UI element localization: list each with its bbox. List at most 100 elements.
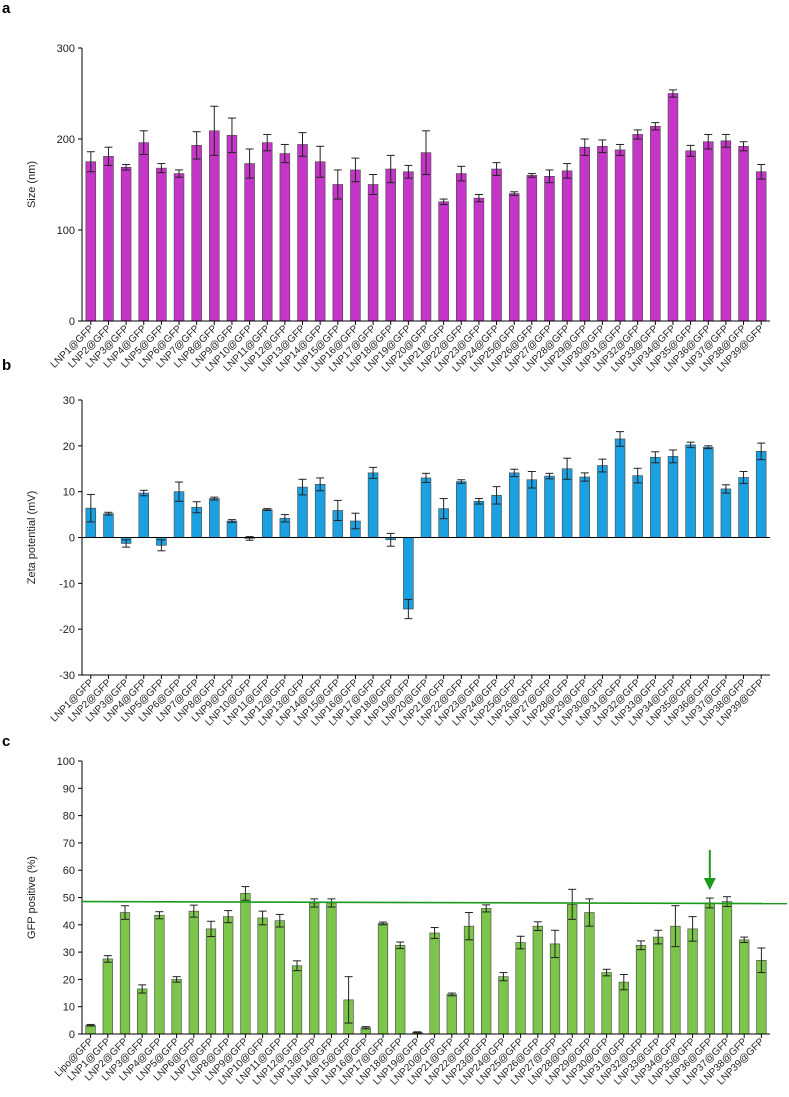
y-tick-label: 0 [69,316,75,328]
y-tick-label: 20 [63,441,75,453]
bar [297,144,308,322]
bar [720,140,732,322]
y-tick-label: -10 [59,578,75,590]
bar [438,201,449,322]
bar [561,170,573,322]
y-axis-title: GFP positive (%) [26,856,38,939]
bar [261,142,273,322]
bar [703,141,714,322]
bar [240,893,251,1035]
bar [446,994,457,1035]
bar [579,146,591,322]
bar [103,513,114,538]
y-tick-label: 0 [69,533,75,545]
bar [473,197,485,322]
bar [601,972,612,1035]
bar [209,498,220,538]
bar [498,976,509,1035]
bar [188,910,199,1035]
bar [755,451,767,538]
panel-label: c [2,733,10,750]
bar [223,916,234,1035]
y-tick-label: 30 [63,395,75,407]
bar [720,488,732,538]
bar [173,173,185,322]
bar [103,155,114,322]
bar [632,134,643,322]
bar [721,901,733,1035]
bar [291,965,303,1035]
bar [632,475,643,538]
bar [209,130,220,322]
bar [544,176,555,322]
bar [314,161,326,322]
y-tick-label: 50 [63,893,75,905]
bar [614,438,626,538]
y-tick-label: 60 [63,865,75,877]
bar [685,150,696,322]
bar [226,520,238,538]
bar [738,145,749,322]
bar [584,912,595,1035]
bar [244,163,255,322]
bar [508,472,520,538]
bar [420,152,432,322]
bar [650,125,661,322]
highlight-arrow-head [703,878,716,891]
y-axis-title: Size (nm) [26,161,38,208]
bar [314,484,326,538]
bar [138,492,149,538]
reference-line [81,900,788,905]
bar [403,171,414,322]
bar [667,93,679,322]
y-tick-label: 70 [63,838,75,850]
y-tick-label: 10 [63,1002,75,1014]
bar [515,942,526,1035]
bar [456,173,467,322]
panel-label: b [2,357,11,374]
panel-label: a [2,0,11,17]
y-tick-label: -20 [59,624,75,636]
y-tick-label: 100 [57,756,75,768]
bar [85,161,97,322]
bar [532,925,543,1035]
bar [257,917,268,1035]
bar [279,153,291,322]
y-tick-label: 30 [63,947,75,959]
bar [156,167,167,322]
bar [137,988,148,1035]
bar [154,914,165,1035]
bar [567,904,578,1035]
bar [205,928,217,1035]
bar [687,928,698,1035]
y-tick-label: 90 [63,783,75,795]
bar [526,175,538,322]
y-axis-title: Zeta potential (mV) [26,491,38,585]
bar [685,444,696,538]
bar [456,481,467,538]
y-tick-label: 100 [57,225,75,237]
bar [395,944,406,1035]
y-tick-label: 20 [63,974,75,986]
bar [481,908,492,1035]
bar [473,500,485,538]
bar [274,920,285,1035]
y-tick-label: 80 [63,811,75,823]
bar [703,446,714,538]
bar [350,169,361,322]
bar [120,166,132,322]
y-tick-label: 0 [69,1029,75,1041]
bar [403,537,414,610]
bar [119,912,131,1035]
bar [377,923,389,1035]
bar [739,939,750,1035]
bar [367,184,379,322]
y-tick-label: 40 [63,920,75,932]
bar [138,142,149,322]
bar [463,925,475,1035]
bar [326,902,337,1035]
